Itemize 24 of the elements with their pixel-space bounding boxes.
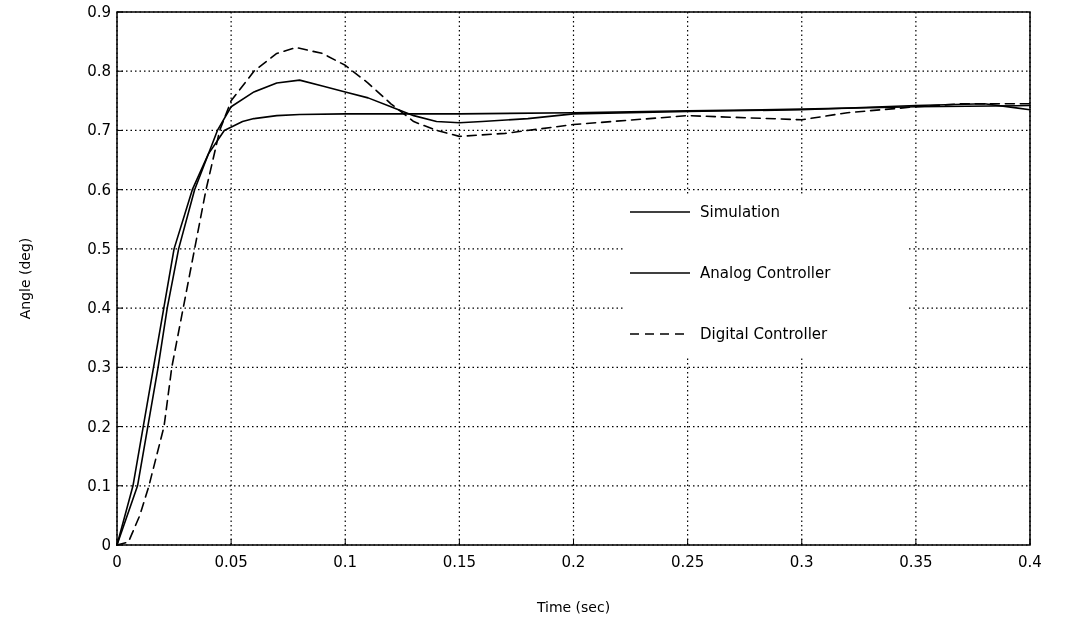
x-tick-label: 0.2 <box>561 553 586 571</box>
legend-label: Simulation <box>700 203 780 221</box>
y-tick-label: 0.2 <box>87 417 111 436</box>
x-tick-label: 0.4 <box>1018 553 1042 571</box>
x-axis-title: Time (sec) <box>535 599 611 615</box>
x-tick-label: 0.25 <box>670 553 705 571</box>
legend-label: Analog Controller <box>700 264 832 282</box>
y-tick-label: 0.8 <box>87 62 111 81</box>
x-tick-label: 0.1 <box>333 553 358 571</box>
y-tick-label: 0.9 <box>87 3 111 21</box>
y-axis-title: Angle (deg) <box>17 237 33 320</box>
x-tick-label: 0.05 <box>214 553 248 571</box>
y-tick-label: 0 <box>101 536 111 554</box>
legend-label: Digital Controller <box>700 325 829 343</box>
x-tick-label: 0.3 <box>789 553 814 571</box>
y-tick-label: 0.7 <box>87 121 111 140</box>
x-tick-label: 0 <box>112 553 122 571</box>
y-tick-label: 0.4 <box>87 299 111 318</box>
y-tick-label: 0.6 <box>87 180 111 199</box>
y-tick-label: 0.5 <box>87 239 111 258</box>
y-tick-label: 0.1 <box>87 476 111 495</box>
x-tick-label: 0.35 <box>899 553 933 571</box>
y-tick-label: 0.3 <box>87 358 111 377</box>
x-tick-label: 0.15 <box>442 553 477 571</box>
